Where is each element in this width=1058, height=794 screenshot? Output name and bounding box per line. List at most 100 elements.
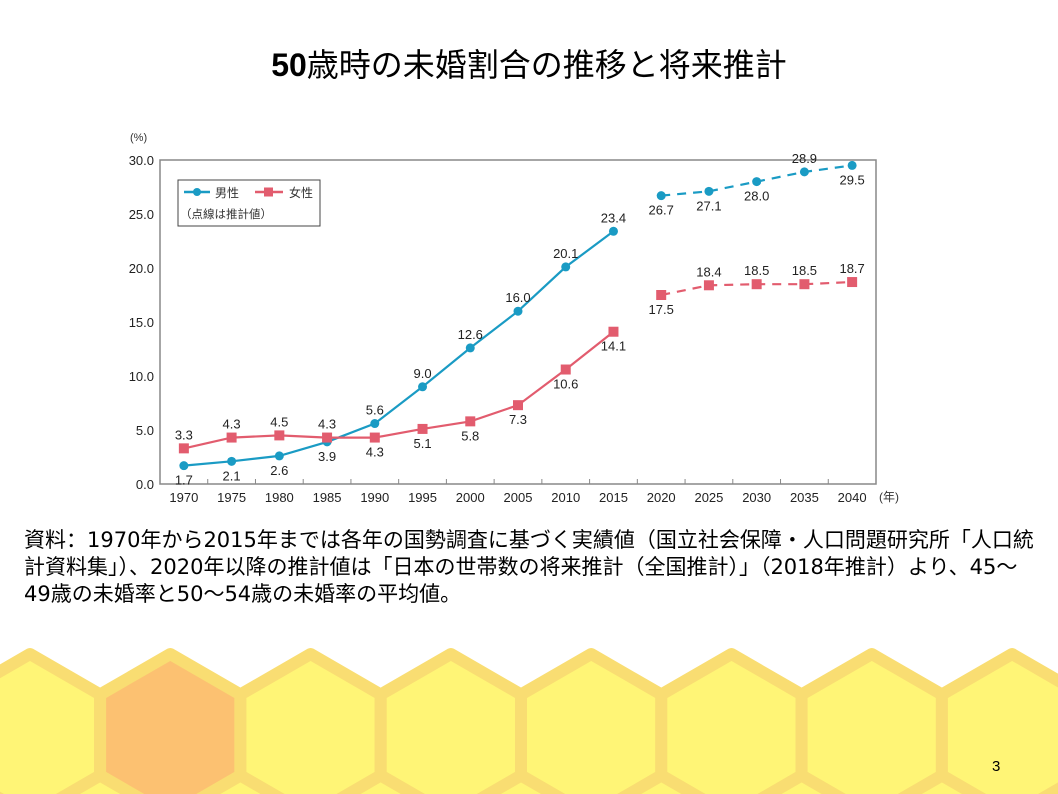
- honeycomb-cell: [515, 648, 668, 794]
- legend: 男性 女性 （点線は推計値）: [177, 179, 321, 227]
- data-label-female: 18.5: [744, 263, 769, 278]
- x-tick-label: 2035: [790, 490, 819, 505]
- data-point-male: [752, 177, 762, 187]
- x-tick-label: 1990: [360, 490, 389, 505]
- x-tick-label: 2025: [694, 490, 723, 505]
- honeycomb-cell: [655, 648, 808, 794]
- honeycomb-cell: [336, 769, 425, 794]
- honeycomb-cell: [757, 769, 846, 794]
- data-label-male: 28.9: [792, 151, 817, 166]
- data-label-male: 2.1: [223, 468, 241, 483]
- series-line-female-actual: [183, 330, 615, 450]
- data-label-male: 1.7: [175, 473, 193, 488]
- x-tick-label: 2040: [838, 490, 867, 505]
- data-label-male: 9.0: [413, 366, 431, 381]
- data-point-male: [704, 186, 714, 196]
- data-point-female: [417, 423, 428, 434]
- data-point-female: [703, 280, 714, 291]
- data-point-female: [226, 432, 237, 443]
- data-label-female: 17.5: [649, 302, 674, 317]
- data-label-male: 29.5: [839, 172, 864, 187]
- page-number: 3: [992, 758, 1001, 775]
- data-label-male: 5.6: [366, 403, 384, 418]
- honeycomb-cell: [617, 769, 706, 794]
- x-tick-label: 1985: [313, 490, 342, 505]
- series-line-male-actual: [183, 230, 615, 467]
- honeycomb-cell: [94, 648, 247, 794]
- y-tick-label: 20.0: [129, 261, 154, 276]
- data-point-male: [608, 226, 618, 236]
- data-label-female: 14.1: [601, 339, 626, 354]
- y-tick-label: 5.0: [136, 423, 154, 438]
- data-label-female: 4.3: [223, 417, 241, 432]
- source-note: 資料：1970年から2015年までは各年の国勢調査に基づく実績値（国立社会保障・…: [24, 528, 1034, 606]
- legend-male-marker: [193, 188, 201, 196]
- slide-title-text: 歳時の未婚割合の推移と将来推計: [306, 46, 787, 84]
- data-point-male: [561, 262, 571, 272]
- data-label-male: 16.0: [505, 290, 530, 305]
- data-label-male: 20.1: [553, 246, 578, 261]
- honeycomb-cell: [234, 648, 387, 794]
- x-tick-label: 1975: [217, 490, 246, 505]
- data-point-female: [656, 290, 667, 300]
- y-tick-label: 15.0: [129, 315, 154, 330]
- data-label-female: 4.3: [318, 417, 336, 432]
- legend-note: （点線は推計値）: [180, 207, 272, 221]
- data-point-male: [513, 306, 523, 316]
- data-label-female: 7.3: [509, 412, 527, 427]
- data-point-male: [799, 167, 809, 177]
- x-tick-label: 1980: [265, 490, 294, 505]
- slide-title-number: 50: [271, 47, 307, 83]
- data-point-female: [178, 443, 189, 454]
- y-axis-unit-label: (%): [130, 132, 147, 144]
- data-label-female: 4.3: [366, 445, 384, 460]
- data-point-male: [370, 419, 380, 429]
- data-label-female: 10.6: [553, 377, 578, 392]
- legend-female-marker: [264, 187, 273, 197]
- honeycomb-cell: [795, 648, 948, 794]
- honeycomb-cell: [0, 648, 107, 794]
- data-label-male: 27.1: [696, 198, 721, 213]
- data-point-male: [274, 451, 284, 461]
- data-point-female: [322, 432, 333, 443]
- honeycomb-cell: [897, 769, 986, 794]
- x-tick-label: 1970: [169, 490, 198, 505]
- honeycomb-cell: [476, 769, 566, 794]
- x-tick-label: 2030: [742, 490, 771, 505]
- slide-title: 50歳時の未婚割合の推移と将来推計: [0, 40, 1058, 86]
- data-point-female: [847, 277, 858, 288]
- data-label-female: 18.7: [839, 261, 864, 276]
- data-label-female: 4.5: [270, 414, 288, 429]
- y-tick-label: 0.0: [136, 477, 154, 492]
- data-point-male: [227, 456, 237, 466]
- y-tick-label: 30.0: [129, 153, 154, 168]
- x-tick-label: 2005: [504, 490, 533, 505]
- honeycomb-cell: [374, 648, 527, 794]
- y-tick-label: 10.0: [129, 369, 154, 384]
- data-label-male: 3.9: [318, 449, 336, 464]
- legend-male-label: 男性: [215, 186, 239, 200]
- data-label-male: 28.0: [744, 189, 769, 204]
- data-labels: 1.7 2.1 2.6 3.9 5.6 9.0 12.6 16.0 20.1 23.4 26.7 27…: [175, 151, 865, 488]
- data-point-male: [656, 191, 666, 201]
- x-tick-label: 2000: [456, 490, 485, 505]
- data-label-female: 3.3: [175, 427, 193, 442]
- x-axis-unit-label: (年): [879, 490, 899, 504]
- x-tick-label: 2020: [647, 490, 676, 505]
- data-point-male: [418, 382, 428, 392]
- data-label-male: 26.7: [649, 203, 674, 218]
- honeycomb-cell: [196, 769, 285, 794]
- data-point-female: [369, 432, 380, 443]
- data-point-male: [179, 461, 189, 471]
- x-tick-label: 2015: [599, 490, 628, 505]
- series: [178, 160, 858, 471]
- axes: 0.0 5.0 10.0 15.0 20.0 25.0 30.0 (%) 1970 1975 198…: [129, 132, 899, 505]
- data-label-male: 2.6: [270, 463, 288, 478]
- data-label-female: 18.4: [696, 264, 721, 279]
- data-point-female: [513, 400, 523, 411]
- data-point-female: [465, 416, 476, 427]
- data-label-female: 5.1: [413, 436, 431, 451]
- y-tick-label: 25.0: [129, 207, 154, 222]
- legend-female-label: 女性: [289, 185, 313, 200]
